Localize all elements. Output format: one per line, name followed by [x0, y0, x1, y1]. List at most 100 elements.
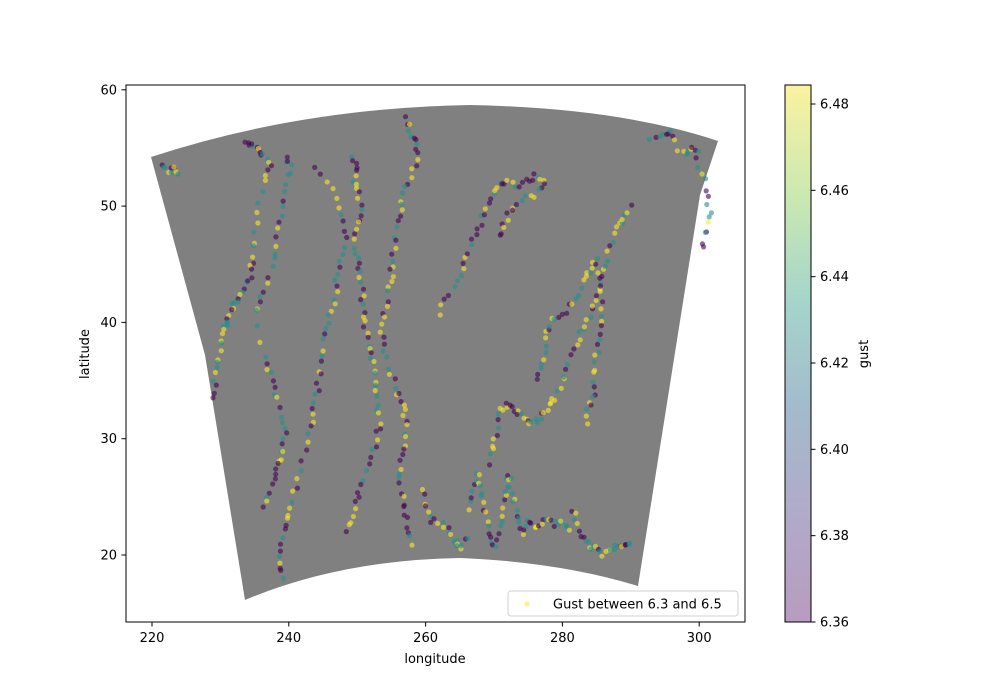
data-point — [589, 303, 595, 309]
data-point — [438, 302, 444, 308]
data-point — [257, 294, 263, 300]
data-point — [702, 229, 708, 235]
data-point — [596, 349, 603, 355]
data-point — [399, 201, 405, 207]
colorbar-ticks: 6.36 6.38 6.40 6.42 6.44 6.46 6.48 — [811, 98, 849, 631]
x-axis-label: longitude — [404, 652, 465, 667]
data-point — [273, 471, 279, 477]
data-point — [254, 323, 260, 329]
data-point — [409, 542, 415, 548]
data-point — [393, 245, 399, 251]
data-point — [298, 468, 304, 474]
data-point — [604, 248, 610, 254]
data-point — [500, 407, 506, 413]
data-point — [404, 514, 411, 521]
data-point — [337, 264, 343, 270]
data-point — [573, 510, 579, 516]
data-point — [556, 314, 562, 320]
data-point — [310, 400, 317, 406]
data-point — [598, 313, 605, 319]
data-point — [468, 495, 474, 501]
data-point — [701, 244, 707, 250]
data-point — [558, 385, 564, 391]
data-point — [251, 229, 257, 235]
data-point — [294, 476, 300, 482]
data-point — [597, 548, 603, 555]
data-point — [401, 493, 407, 499]
data-point — [277, 404, 283, 411]
data-point — [543, 343, 549, 349]
colorbar-tick-label: 6.44 — [820, 270, 849, 285]
data-point — [495, 425, 502, 431]
data-point — [359, 202, 365, 208]
data-point — [495, 417, 501, 423]
data-point — [520, 531, 527, 538]
data-point — [518, 411, 524, 417]
data-point — [405, 128, 412, 134]
data-point — [400, 451, 406, 458]
data-point — [591, 359, 597, 365]
data-point — [593, 261, 599, 267]
data-point — [371, 358, 377, 365]
data-point — [335, 271, 341, 277]
data-point — [523, 523, 529, 529]
data-point — [245, 278, 251, 284]
data-point — [569, 301, 575, 307]
data-point — [358, 481, 364, 488]
data-point — [478, 493, 484, 499]
data-point — [597, 337, 603, 343]
data-point — [336, 205, 342, 211]
data-point — [359, 207, 365, 213]
data-point — [389, 251, 395, 257]
data-point — [372, 388, 378, 394]
data-point — [368, 454, 374, 460]
data-point — [452, 284, 458, 290]
data-point — [495, 411, 501, 417]
data-point — [280, 198, 286, 204]
scatter-points — [159, 114, 715, 582]
data-point — [265, 275, 271, 281]
data-point — [225, 322, 231, 328]
data-point — [350, 158, 356, 164]
data-point — [212, 369, 218, 376]
data-point — [360, 301, 366, 307]
data-point — [591, 384, 597, 390]
data-point — [468, 236, 475, 242]
data-point — [537, 176, 543, 182]
data-point — [378, 426, 384, 432]
data-point — [554, 388, 560, 394]
data-point — [581, 277, 587, 283]
data-point — [260, 189, 266, 195]
data-point — [289, 499, 295, 505]
data-point — [604, 258, 611, 264]
colorbar-tick-label: 6.48 — [820, 98, 849, 113]
data-point — [569, 508, 575, 514]
data-point — [322, 331, 328, 337]
data-point — [435, 520, 441, 527]
data-point — [352, 498, 358, 504]
data-point — [334, 283, 340, 289]
data-point — [502, 489, 508, 495]
data-point — [406, 532, 413, 539]
data-point — [576, 528, 583, 534]
data-point — [543, 335, 549, 341]
data-point — [249, 266, 255, 272]
data-point — [496, 531, 502, 537]
data-point — [619, 220, 626, 226]
data-point — [488, 196, 494, 202]
data-point — [210, 378, 216, 384]
data-point — [487, 462, 493, 468]
colorbar-label: gust — [857, 340, 872, 368]
data-point — [273, 466, 279, 472]
data-point — [505, 217, 511, 223]
x-tick-label: 300 — [687, 631, 712, 646]
data-point — [474, 226, 480, 232]
data-point — [660, 131, 666, 137]
data-point — [422, 491, 428, 497]
data-point — [448, 531, 454, 538]
y-axis-label: latitude — [78, 329, 93, 379]
data-point — [706, 214, 712, 220]
data-point — [353, 506, 359, 512]
data-point — [552, 397, 558, 403]
data-point — [530, 177, 536, 183]
